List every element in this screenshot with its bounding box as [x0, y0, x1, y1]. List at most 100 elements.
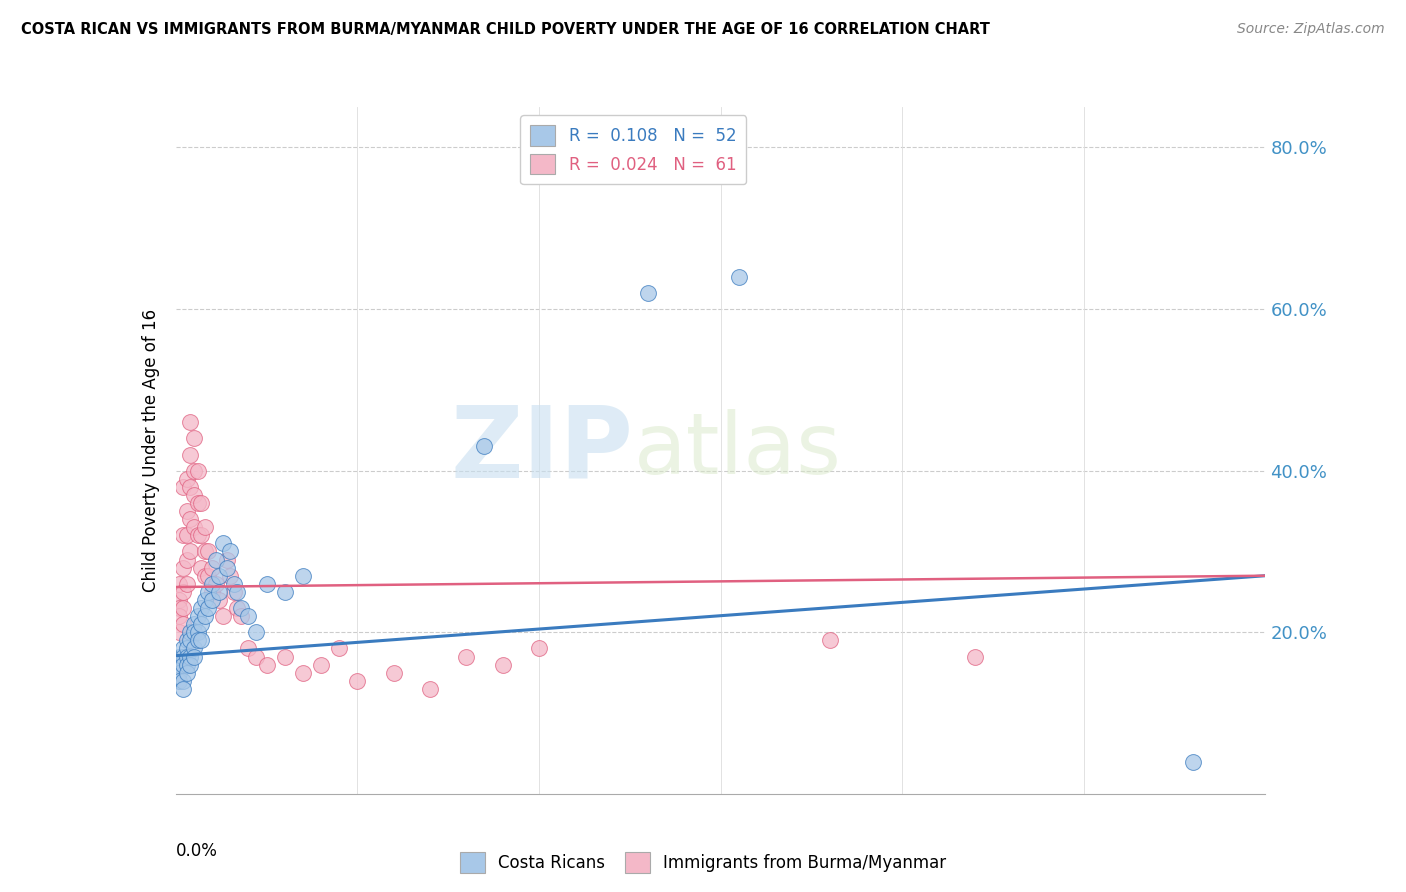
- Point: [212, 609, 235, 624]
- Point: [186, 633, 209, 648]
- Point: [179, 657, 201, 672]
- Text: COSTA RICAN VS IMMIGRANTS FROM BURMA/MYANMAR CHILD POVERTY UNDER THE AGE OF 16 C: COSTA RICAN VS IMMIGRANTS FROM BURMA/MYA…: [21, 22, 990, 37]
- Point: [226, 601, 249, 615]
- Point: [256, 576, 278, 591]
- Point: [176, 528, 198, 542]
- Point: [169, 625, 191, 640]
- Point: [183, 431, 205, 445]
- Point: [169, 576, 191, 591]
- Point: [179, 415, 201, 429]
- Point: [194, 609, 217, 624]
- Point: [172, 657, 194, 672]
- Point: [176, 472, 198, 486]
- Point: [226, 585, 249, 599]
- Point: [190, 496, 212, 510]
- Text: ZIP: ZIP: [450, 402, 633, 499]
- Point: [208, 593, 231, 607]
- Point: [245, 625, 267, 640]
- Point: [419, 681, 441, 696]
- Point: [219, 544, 242, 558]
- Point: [231, 601, 253, 615]
- Point: [179, 649, 201, 664]
- Point: [183, 649, 205, 664]
- Point: [215, 552, 238, 566]
- Point: [245, 649, 267, 664]
- Point: [197, 544, 219, 558]
- Point: [179, 544, 201, 558]
- Point: [183, 464, 205, 478]
- Point: [194, 568, 217, 582]
- Point: [291, 665, 314, 680]
- Point: [194, 520, 217, 534]
- Point: [179, 512, 201, 526]
- Point: [346, 673, 368, 688]
- Point: [169, 665, 191, 680]
- Point: [169, 593, 191, 607]
- Point: [204, 576, 226, 591]
- Point: [222, 576, 245, 591]
- Point: [474, 439, 496, 453]
- Point: [183, 625, 205, 640]
- Point: [201, 593, 224, 607]
- Point: [208, 585, 231, 599]
- Point: [1181, 755, 1204, 769]
- Point: [176, 657, 198, 672]
- Point: [172, 480, 194, 494]
- Point: [963, 649, 986, 664]
- Text: Source: ZipAtlas.com: Source: ZipAtlas.com: [1237, 22, 1385, 37]
- Point: [201, 585, 224, 599]
- Point: [201, 560, 224, 574]
- Point: [176, 576, 198, 591]
- Point: [176, 552, 198, 566]
- Point: [169, 673, 191, 688]
- Point: [197, 601, 219, 615]
- Point: [169, 657, 191, 672]
- Point: [238, 641, 260, 656]
- Point: [222, 585, 245, 599]
- Y-axis label: Child Poverty Under the Age of 16: Child Poverty Under the Age of 16: [142, 309, 160, 592]
- Point: [201, 576, 224, 591]
- Point: [637, 285, 659, 300]
- Point: [231, 609, 253, 624]
- Point: [208, 568, 231, 582]
- Text: atlas: atlas: [633, 409, 841, 492]
- Point: [818, 633, 841, 648]
- Point: [492, 657, 515, 672]
- Point: [291, 568, 314, 582]
- Point: [172, 673, 194, 688]
- Point: [169, 609, 191, 624]
- Point: [190, 528, 212, 542]
- Point: [179, 448, 201, 462]
- Point: [274, 649, 297, 664]
- Point: [186, 464, 209, 478]
- Point: [219, 568, 242, 582]
- Point: [176, 504, 198, 518]
- Point: [204, 552, 226, 566]
- Point: [215, 560, 238, 574]
- Point: [176, 641, 198, 656]
- Point: [274, 585, 297, 599]
- Point: [194, 593, 217, 607]
- Point: [169, 601, 191, 615]
- Point: [197, 585, 219, 599]
- Point: [456, 649, 478, 664]
- Point: [176, 633, 198, 648]
- Point: [172, 617, 194, 632]
- Point: [176, 665, 198, 680]
- Point: [172, 601, 194, 615]
- Point: [172, 585, 194, 599]
- Point: [179, 480, 201, 494]
- Point: [190, 633, 212, 648]
- Point: [172, 528, 194, 542]
- Point: [179, 625, 201, 640]
- Point: [183, 617, 205, 632]
- Point: [382, 665, 405, 680]
- Legend: R =  0.108   N =  52, R =  0.024   N =  61: R = 0.108 N = 52, R = 0.024 N = 61: [520, 115, 747, 185]
- Point: [186, 625, 209, 640]
- Point: [172, 649, 194, 664]
- Point: [212, 536, 235, 550]
- Point: [238, 609, 260, 624]
- Point: [328, 641, 350, 656]
- Point: [176, 649, 198, 664]
- Point: [197, 568, 219, 582]
